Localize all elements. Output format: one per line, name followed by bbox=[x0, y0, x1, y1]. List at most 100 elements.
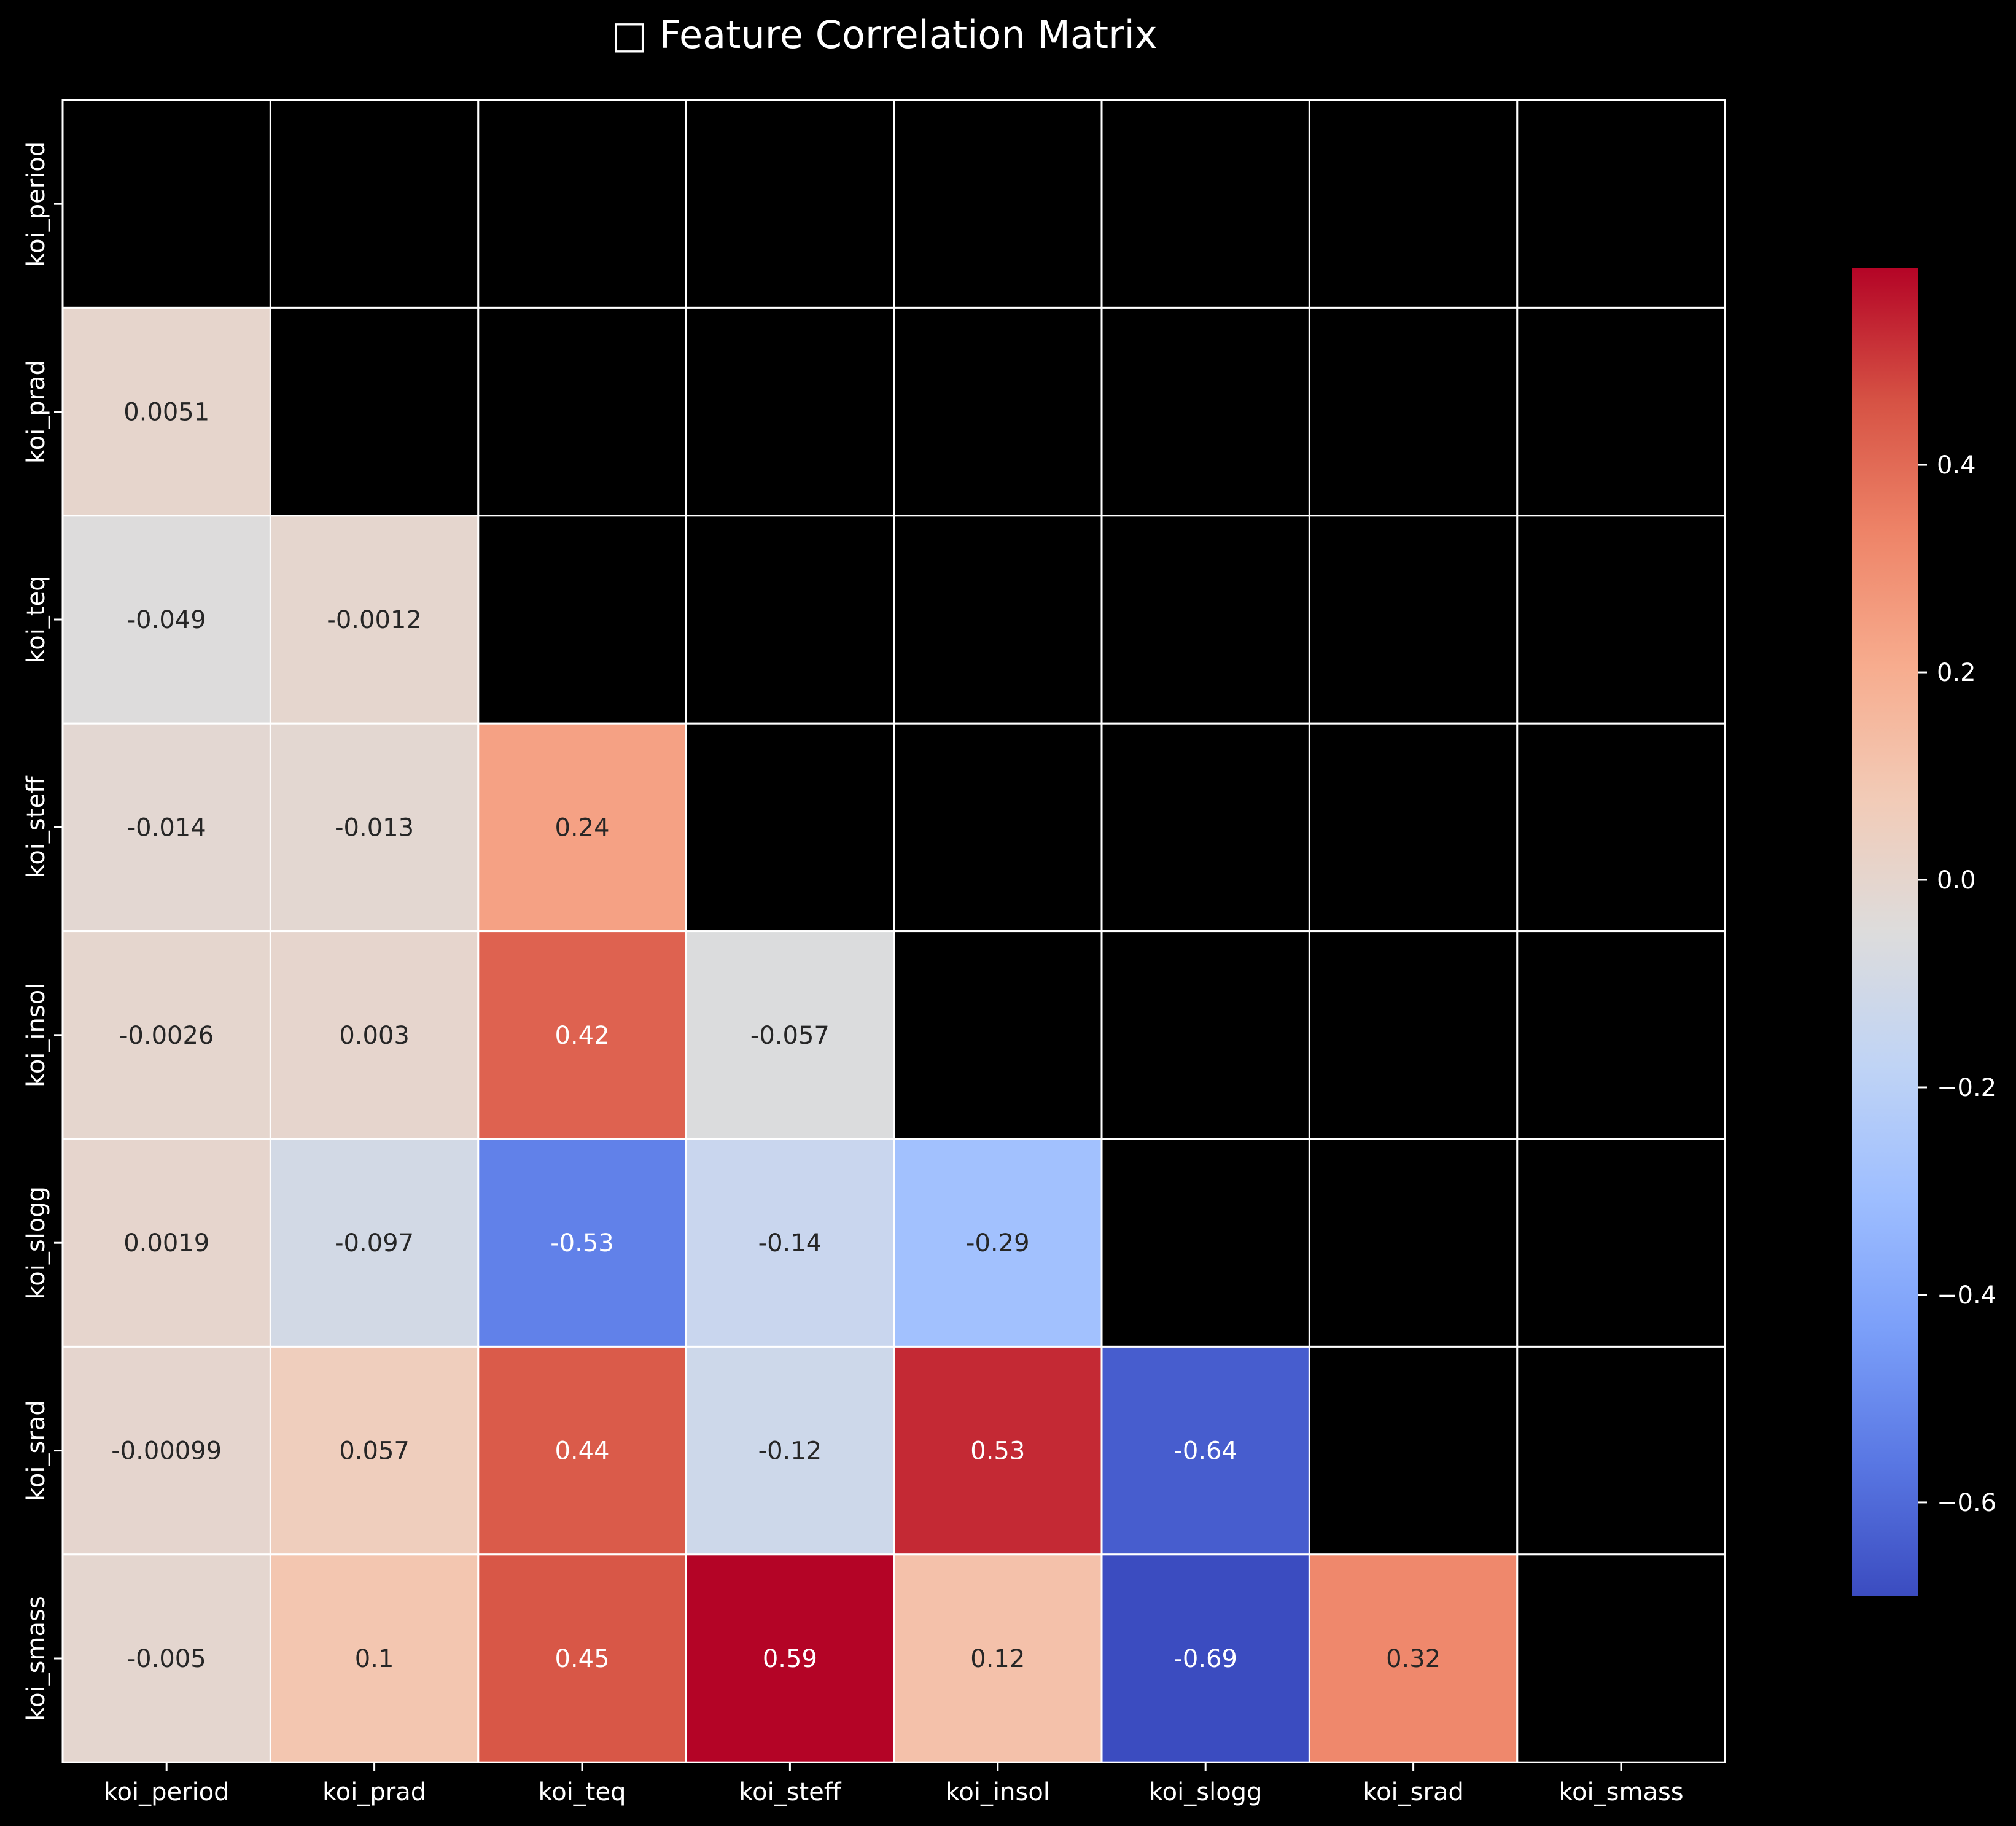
cell-value-label: -0.0026 bbox=[119, 1022, 214, 1050]
y-tick-label-koi_period: koi_period bbox=[22, 141, 50, 267]
cell-value-label: 0.45 bbox=[555, 1645, 609, 1673]
heatmap-cell-koi_slogg-koi_smass bbox=[1516, 1138, 1726, 1348]
heatmap-cell-koi_prad-koi_prad bbox=[269, 306, 480, 517]
heatmap-cell-koi_prad-koi_teq bbox=[477, 306, 687, 517]
cell-value-label: 0.12 bbox=[970, 1645, 1025, 1673]
heatmap-cell-koi_smass-koi_steff bbox=[685, 1553, 895, 1763]
heatmap-cell-koi_insol-koi_steff bbox=[685, 930, 895, 1140]
heatmap-cell-koi_prad-koi_slogg bbox=[1100, 306, 1310, 517]
heatmap-cell-koi_steff-koi_slogg bbox=[1100, 722, 1310, 933]
cell-value-label: -0.00099 bbox=[111, 1437, 222, 1466]
cell-value-label: -0.057 bbox=[750, 1022, 830, 1050]
cell-value-label: 0.24 bbox=[555, 814, 609, 842]
y-tick-label-koi_prad: koi_prad bbox=[22, 360, 50, 464]
heatmap-cell-koi_steff-koi_teq bbox=[477, 722, 687, 933]
cell-value-label: 0.42 bbox=[555, 1022, 609, 1050]
cell-value-label: -0.049 bbox=[127, 606, 206, 634]
heatmap-cell-koi_srad-koi_teq bbox=[477, 1345, 687, 1556]
cell-value-label: 0.32 bbox=[1386, 1645, 1441, 1673]
heatmap-cell-koi_teq-koi_steff bbox=[685, 515, 895, 725]
heatmap-cell-koi_insol-koi_srad bbox=[1308, 930, 1519, 1140]
x-tick-label-koi_steff: koi_steff bbox=[739, 1778, 841, 1806]
cell-value-label: -0.53 bbox=[550, 1229, 614, 1257]
heatmap-cell-koi_srad-koi_prad bbox=[269, 1345, 480, 1556]
cell-value-label: 0.59 bbox=[763, 1645, 817, 1673]
colorbar-tick-label: −0.4 bbox=[1937, 1281, 1996, 1310]
colorbar-ticks: 0.4 0.2 0.0 −0.2 −0.4 −0.6 bbox=[1918, 451, 1996, 1517]
heatmap-cell-koi_steff-koi_period bbox=[61, 722, 271, 933]
heatmap-cell-koi_slogg-koi_insol bbox=[893, 1138, 1103, 1348]
cell-value-label: 0.0019 bbox=[123, 1229, 209, 1257]
heatmap-cell-koi_smass-koi_period bbox=[61, 1553, 271, 1763]
heatmap-cell-koi_prad-koi_period bbox=[61, 306, 271, 517]
heatmap-cell-koi_srad-koi_slogg bbox=[1100, 1345, 1310, 1556]
heatmap-cell-koi_insol-koi_insol bbox=[893, 930, 1103, 1140]
cell-value-label: 0.057 bbox=[339, 1437, 410, 1466]
heatmap-cell-koi_smass-koi_srad bbox=[1308, 1553, 1519, 1763]
cell-value-label: -0.12 bbox=[758, 1437, 822, 1466]
heatmap-cell-koi_insol-koi_slogg bbox=[1100, 930, 1310, 1140]
heatmap-cell-koi_insol-koi_smass bbox=[1516, 930, 1726, 1140]
x-tick-label-koi_prad: koi_prad bbox=[322, 1778, 426, 1806]
heatmap-cell-koi_steff-koi_srad bbox=[1308, 722, 1519, 933]
heatmap-cell-koi_period-koi_insol bbox=[893, 99, 1103, 309]
y-tick-label-koi_teq: koi_teq bbox=[22, 575, 50, 663]
cell-value-label: -0.0012 bbox=[327, 606, 421, 634]
heatmap-cell-koi_prad-koi_srad bbox=[1308, 306, 1519, 517]
heatmap-cell-koi_slogg-koi_teq bbox=[477, 1138, 687, 1348]
heatmap-cell-koi_teq-koi_srad bbox=[1308, 515, 1519, 725]
heatmap-cell-koi_prad-koi_insol bbox=[893, 306, 1103, 517]
x-axis-ticks: koi_period koi_prad koi_teq koi_steff koi_in… bbox=[104, 1762, 1684, 1806]
y-tick-label-koi_insol: koi_insol bbox=[22, 983, 50, 1087]
heatmap-cell-koi_period-koi_teq bbox=[477, 99, 687, 309]
cell-value-label: 0.44 bbox=[555, 1437, 609, 1466]
heatmap-cell-koi_period-koi_period bbox=[61, 99, 271, 309]
heatmap-cell-koi_period-koi_srad bbox=[1308, 99, 1519, 309]
cell-value-label: -0.14 bbox=[758, 1229, 822, 1257]
x-tick-label-koi_srad: koi_srad bbox=[1363, 1778, 1464, 1806]
y-axis-ticks: koi_period koi_prad koi_teq koi_steff koi_in… bbox=[22, 141, 63, 1721]
y-tick-label-koi_smass: koi_smass bbox=[22, 1596, 50, 1720]
colorbar-tick-label: 0.4 bbox=[1937, 451, 1976, 480]
heatmap-cell-koi_slogg-koi_srad bbox=[1308, 1138, 1519, 1348]
heatmap-cell-koi_teq-koi_insol bbox=[893, 515, 1103, 725]
cell-value-label: -0.097 bbox=[335, 1229, 414, 1257]
x-tick-label-koi_teq: koi_teq bbox=[538, 1778, 626, 1806]
heatmap-cell-koi_srad-koi_smass bbox=[1516, 1345, 1726, 1556]
x-tick-label-koi_period: koi_period bbox=[104, 1778, 230, 1806]
heatmap-cell-koi_smass-koi_prad bbox=[269, 1553, 480, 1763]
heatmap-cell-koi_steff-koi_smass bbox=[1516, 722, 1726, 933]
heatmap-cell-koi_slogg-koi_steff bbox=[685, 1138, 895, 1348]
heatmap-cell-koi_smass-koi_smass bbox=[1516, 1553, 1726, 1763]
heatmap-cell-koi_srad-koi_srad bbox=[1308, 1345, 1519, 1556]
colorbar-tick-label: 0.0 bbox=[1937, 866, 1976, 895]
heatmap-cell-koi_period-koi_slogg bbox=[1100, 99, 1310, 309]
colorbar-tick-label: −0.2 bbox=[1937, 1074, 1996, 1102]
cell-value-label: 0.0051 bbox=[123, 398, 209, 427]
cell-value-label: 0.003 bbox=[339, 1022, 410, 1050]
heatmap-cell-koi_srad-koi_insol bbox=[893, 1345, 1103, 1556]
cell-value-label: -0.014 bbox=[127, 814, 206, 842]
y-tick-label-koi_slogg: koi_slogg bbox=[22, 1186, 50, 1300]
colorbar-tick-label: 0.2 bbox=[1937, 659, 1976, 687]
heatmap-cell-koi_prad-koi_steff bbox=[685, 306, 895, 517]
cell-value-label: 0.53 bbox=[970, 1437, 1025, 1466]
heatmap-cell-koi_period-koi_smass bbox=[1516, 99, 1726, 309]
cell-value-label: 0.1 bbox=[355, 1645, 394, 1673]
x-tick-label-koi_smass: koi_smass bbox=[1559, 1778, 1683, 1806]
colorbar: 0.4 0.2 0.0 −0.2 −0.4 −0.6 bbox=[1852, 268, 1996, 1596]
heatmap-cell-koi_period-koi_steff bbox=[685, 99, 895, 309]
heatmap-cell-koi_teq-koi_prad bbox=[269, 515, 480, 725]
heatmap-cell-koi_slogg-koi_slogg bbox=[1100, 1138, 1310, 1348]
heatmap-cell-koi_srad-koi_steff bbox=[685, 1345, 895, 1556]
cell-value-label: -0.005 bbox=[127, 1645, 206, 1673]
chart-title: □ Feature Correlation Matrix bbox=[611, 12, 1157, 57]
heatmap-cell-koi_teq-koi_period bbox=[61, 515, 271, 725]
heatmap-cell-koi_teq-koi_smass bbox=[1516, 515, 1726, 725]
y-tick-label-koi_srad: koi_srad bbox=[22, 1400, 50, 1501]
colorbar-tick-label: −0.6 bbox=[1937, 1489, 1996, 1517]
cell-value-label: -0.69 bbox=[1173, 1645, 1237, 1673]
heatmap-cell-koi_teq-koi_teq bbox=[477, 515, 687, 725]
y-tick-label-koi_steff: koi_steff bbox=[22, 775, 50, 878]
